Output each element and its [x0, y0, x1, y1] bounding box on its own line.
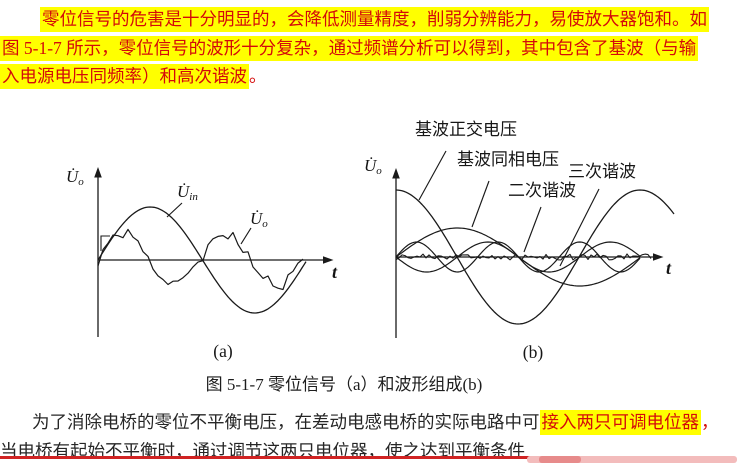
- b-waveforms: [395, 189, 675, 325]
- pink-marker-streak: [527, 456, 737, 463]
- a-step-notch: [100, 235, 110, 251]
- paragraph2-line1: 为了消除电桥的零位不平衡电压，在差动电感电桥的实际电路中可 接入两只可调电位器，: [0, 408, 737, 437]
- a-leader-uo: [240, 227, 252, 245]
- body-text: 当电桥有起始不平衡时，通过调节这两只电位器，使之达到平衡条件: [0, 440, 525, 461]
- b-zero-signal-noise-curve: [395, 253, 652, 261]
- b-leader-third-harmonic: [559, 188, 600, 267]
- highlighted-text: 入电源电压同频率）和高次谐波: [0, 64, 249, 89]
- a-waveforms: [97, 206, 307, 314]
- paragraph1-line3: 入电源电压同频率）和高次谐波。: [0, 62, 737, 91]
- period-mark: 。: [249, 66, 267, 86]
- a-t-label: t: [332, 262, 338, 282]
- a-zero-signal-label: U̇o: [250, 209, 268, 230]
- b-y-axis-label: U̇o: [364, 156, 382, 177]
- pink-marker-smudge: [539, 456, 581, 463]
- b-y-axis-arrow: [392, 168, 400, 179]
- b-t-label: t: [666, 258, 672, 278]
- a-y-axis-label: U̇o: [66, 167, 84, 188]
- paragraph1-line1: 零位信号的危害是十分明显的，会降低测量精度，削弱分辨能力，易使放大器饱和。如: [0, 5, 737, 34]
- b-second-harmonic-label: 二次谐波: [508, 181, 576, 200]
- a-panel-tag: (a): [213, 341, 233, 361]
- paragraph1-line2: 图 5-1-7 所示，零位信号的波形十分复杂，通过频谱分析可以得到，其中包含了基…: [0, 34, 737, 63]
- b-quadrature-label: 基波正交电压: [415, 120, 517, 139]
- a-leader-uin: [166, 202, 183, 218]
- paragraph2-line2: 当电桥有起始不平衡时，通过调节这两只电位器，使之达到平衡条件: [0, 437, 737, 466]
- b-leader-second-harmonic: [523, 206, 542, 253]
- paragraph-bridge-balance: 为了消除电桥的零位不平衡电压，在差动电感电桥的实际电路中可 接入两只可调电位器， …: [0, 408, 737, 465]
- highlighted-text: 接入两只可调电位器: [539, 410, 701, 435]
- b-quadrature-curve: [395, 189, 675, 325]
- paragraph-zero-signal-harm: 零位信号的危害是十分明显的，会降低测量精度，削弱分辨能力，易使放大器饱和。如 图…: [0, 5, 737, 91]
- a-input-sine-curve: [97, 206, 307, 314]
- b-leader-inphase: [471, 180, 490, 228]
- highlighted-text: 零位信号的危害是十分明显的，会降低测量精度，削弱分辨能力，易使放大器饱和。如: [40, 7, 709, 32]
- b-leader-quadrature: [418, 150, 447, 201]
- b-inphase-label: 基波同相电压: [457, 150, 559, 169]
- b-third-harmonic-label: 三次谐波: [568, 162, 636, 181]
- a-zero-signal-noisy-curve: [97, 228, 304, 291]
- red-underline-annotation: [0, 456, 531, 459]
- b-x-axis-arrow: [653, 253, 664, 261]
- a-x-axis-arrow: [323, 256, 334, 264]
- comma-mark: ，: [701, 412, 719, 432]
- a-y-axis-arrow: [94, 167, 102, 178]
- a-input-sine-label: U̇in: [177, 182, 198, 203]
- figure-caption: 图 5-1-7 零位信号（a）和波形组成(b): [205, 375, 483, 394]
- b-panel-tag: (b): [523, 342, 544, 362]
- highlighted-text: 图 5-1-7 所示，零位信号的波形十分复杂，通过频谱分析可以得到，其中包含了基…: [0, 35, 699, 61]
- body-text: 为了消除电桥的零位不平衡电压，在差动电感电桥的实际电路中可: [32, 412, 540, 432]
